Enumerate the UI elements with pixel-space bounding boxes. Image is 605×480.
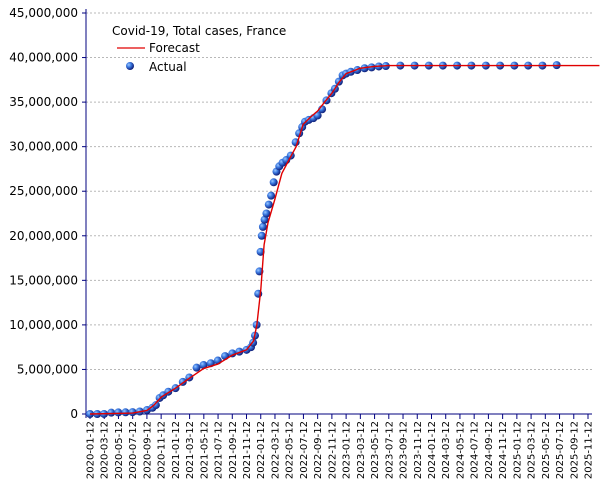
x-tick-label: 2023-09-12 [399,421,410,479]
x-tick-label: 2021-09-12 [228,421,239,479]
actual-point [199,360,208,369]
x-tick-label: 2025-05-12 [541,421,552,479]
y-tick-label: 30,000,000 [9,140,78,154]
x-tick-label: 2021-05-12 [199,421,210,479]
actual-point [264,200,273,209]
actual-point [256,247,265,256]
gridlines [86,12,592,370]
actual-point [257,231,266,240]
x-tick-label: 2022-05-12 [285,421,296,479]
x-tick-label: 2021-07-12 [214,421,225,479]
actual-point [258,222,267,231]
x-tick-label: 2024-09-12 [484,421,495,479]
x-tick-label: 2025-07-12 [555,421,566,479]
x-tick-label: 2024-03-12 [441,421,452,479]
actual-point [262,209,271,218]
x-tick-label: 2020-05-12 [114,421,125,479]
x-tick-label: 2020-03-12 [100,421,111,479]
x-tick-label: 2024-11-12 [498,421,509,479]
y-tick-label: 45,000,000 [9,6,78,20]
chart-title: Covid-19, Total cases, France [112,24,286,38]
y-tick-label: 25,000,000 [9,184,78,198]
x-tick-label: 2023-05-12 [370,421,381,479]
actual-point [114,408,123,417]
x-tick-label: 2020-09-12 [142,421,153,479]
x-axis-tick-labels: 2020-01-12 2020-03-12 2020-05-12 2020-07-12… [86,421,595,479]
forecast-series [89,64,600,415]
legend: Covid-19, Total cases, France Forecast A… [112,24,286,74]
x-tick-label: 2025-09-12 [569,421,580,479]
y-tick-label: 35,000,000 [9,95,78,109]
x-tick-label: 2020-11-12 [157,421,168,479]
x-tick-label: 2021-01-12 [171,421,182,479]
forecast-line [89,64,600,415]
x-tick-label: 2023-11-12 [413,421,424,479]
legend-forecast-label: Forecast [149,41,200,55]
actual-point [267,191,276,200]
x-tick-label: 2023-07-12 [384,421,395,479]
x-tick-label: 2025-01-12 [512,421,523,479]
actual-point [128,408,137,417]
actual-series [86,61,561,418]
x-tick-label: 2024-05-12 [455,421,466,479]
actual-point [121,408,130,417]
x-tick-label: 2025-03-12 [527,421,538,479]
x-tick-label: 2020-01-12 [86,421,97,479]
x-tick-label: 2025-11-12 [584,421,595,479]
actual-point [260,215,269,224]
x-tick-label: 2023-03-12 [356,421,367,479]
x-tick-label: 2024-07-12 [470,421,481,479]
y-tick-label: 10,000,000 [9,318,78,332]
actual-point [269,178,278,187]
actual-point [228,349,237,358]
actual-point [192,363,201,372]
x-tick-label: 2022-07-12 [299,421,310,479]
x-tick-label: 2022-11-12 [327,421,338,479]
x-tick-label: 2022-01-12 [256,421,267,479]
x-tick-label: 2022-03-12 [270,421,281,479]
axes [82,9,592,419]
actual-point [107,408,116,417]
legend-actual-swatch [126,62,134,70]
y-tick-label: 5,000,000 [17,362,78,376]
x-tick-label: 2022-09-12 [313,421,324,479]
actual-point [151,401,160,410]
legend-actual-label: Actual [149,60,187,74]
y-tick-label: 15,000,000 [9,273,78,287]
y-tick-label: 20,000,000 [9,229,78,243]
x-tick-label: 2024-01-12 [427,421,438,479]
x-tick-label: 2021-03-12 [185,421,196,479]
y-axis-tick-labels: 0 5,000,000 10,000,000 15,000,000 20,000,000… [9,6,78,421]
y-tick-label: 0 [70,407,78,421]
x-tick-label: 2020-07-12 [128,421,139,479]
x-tick-label: 2021-11-12 [242,421,253,479]
y-tick-label: 40,000,000 [9,51,78,65]
x-tick-label: 2023-01-12 [342,421,353,479]
